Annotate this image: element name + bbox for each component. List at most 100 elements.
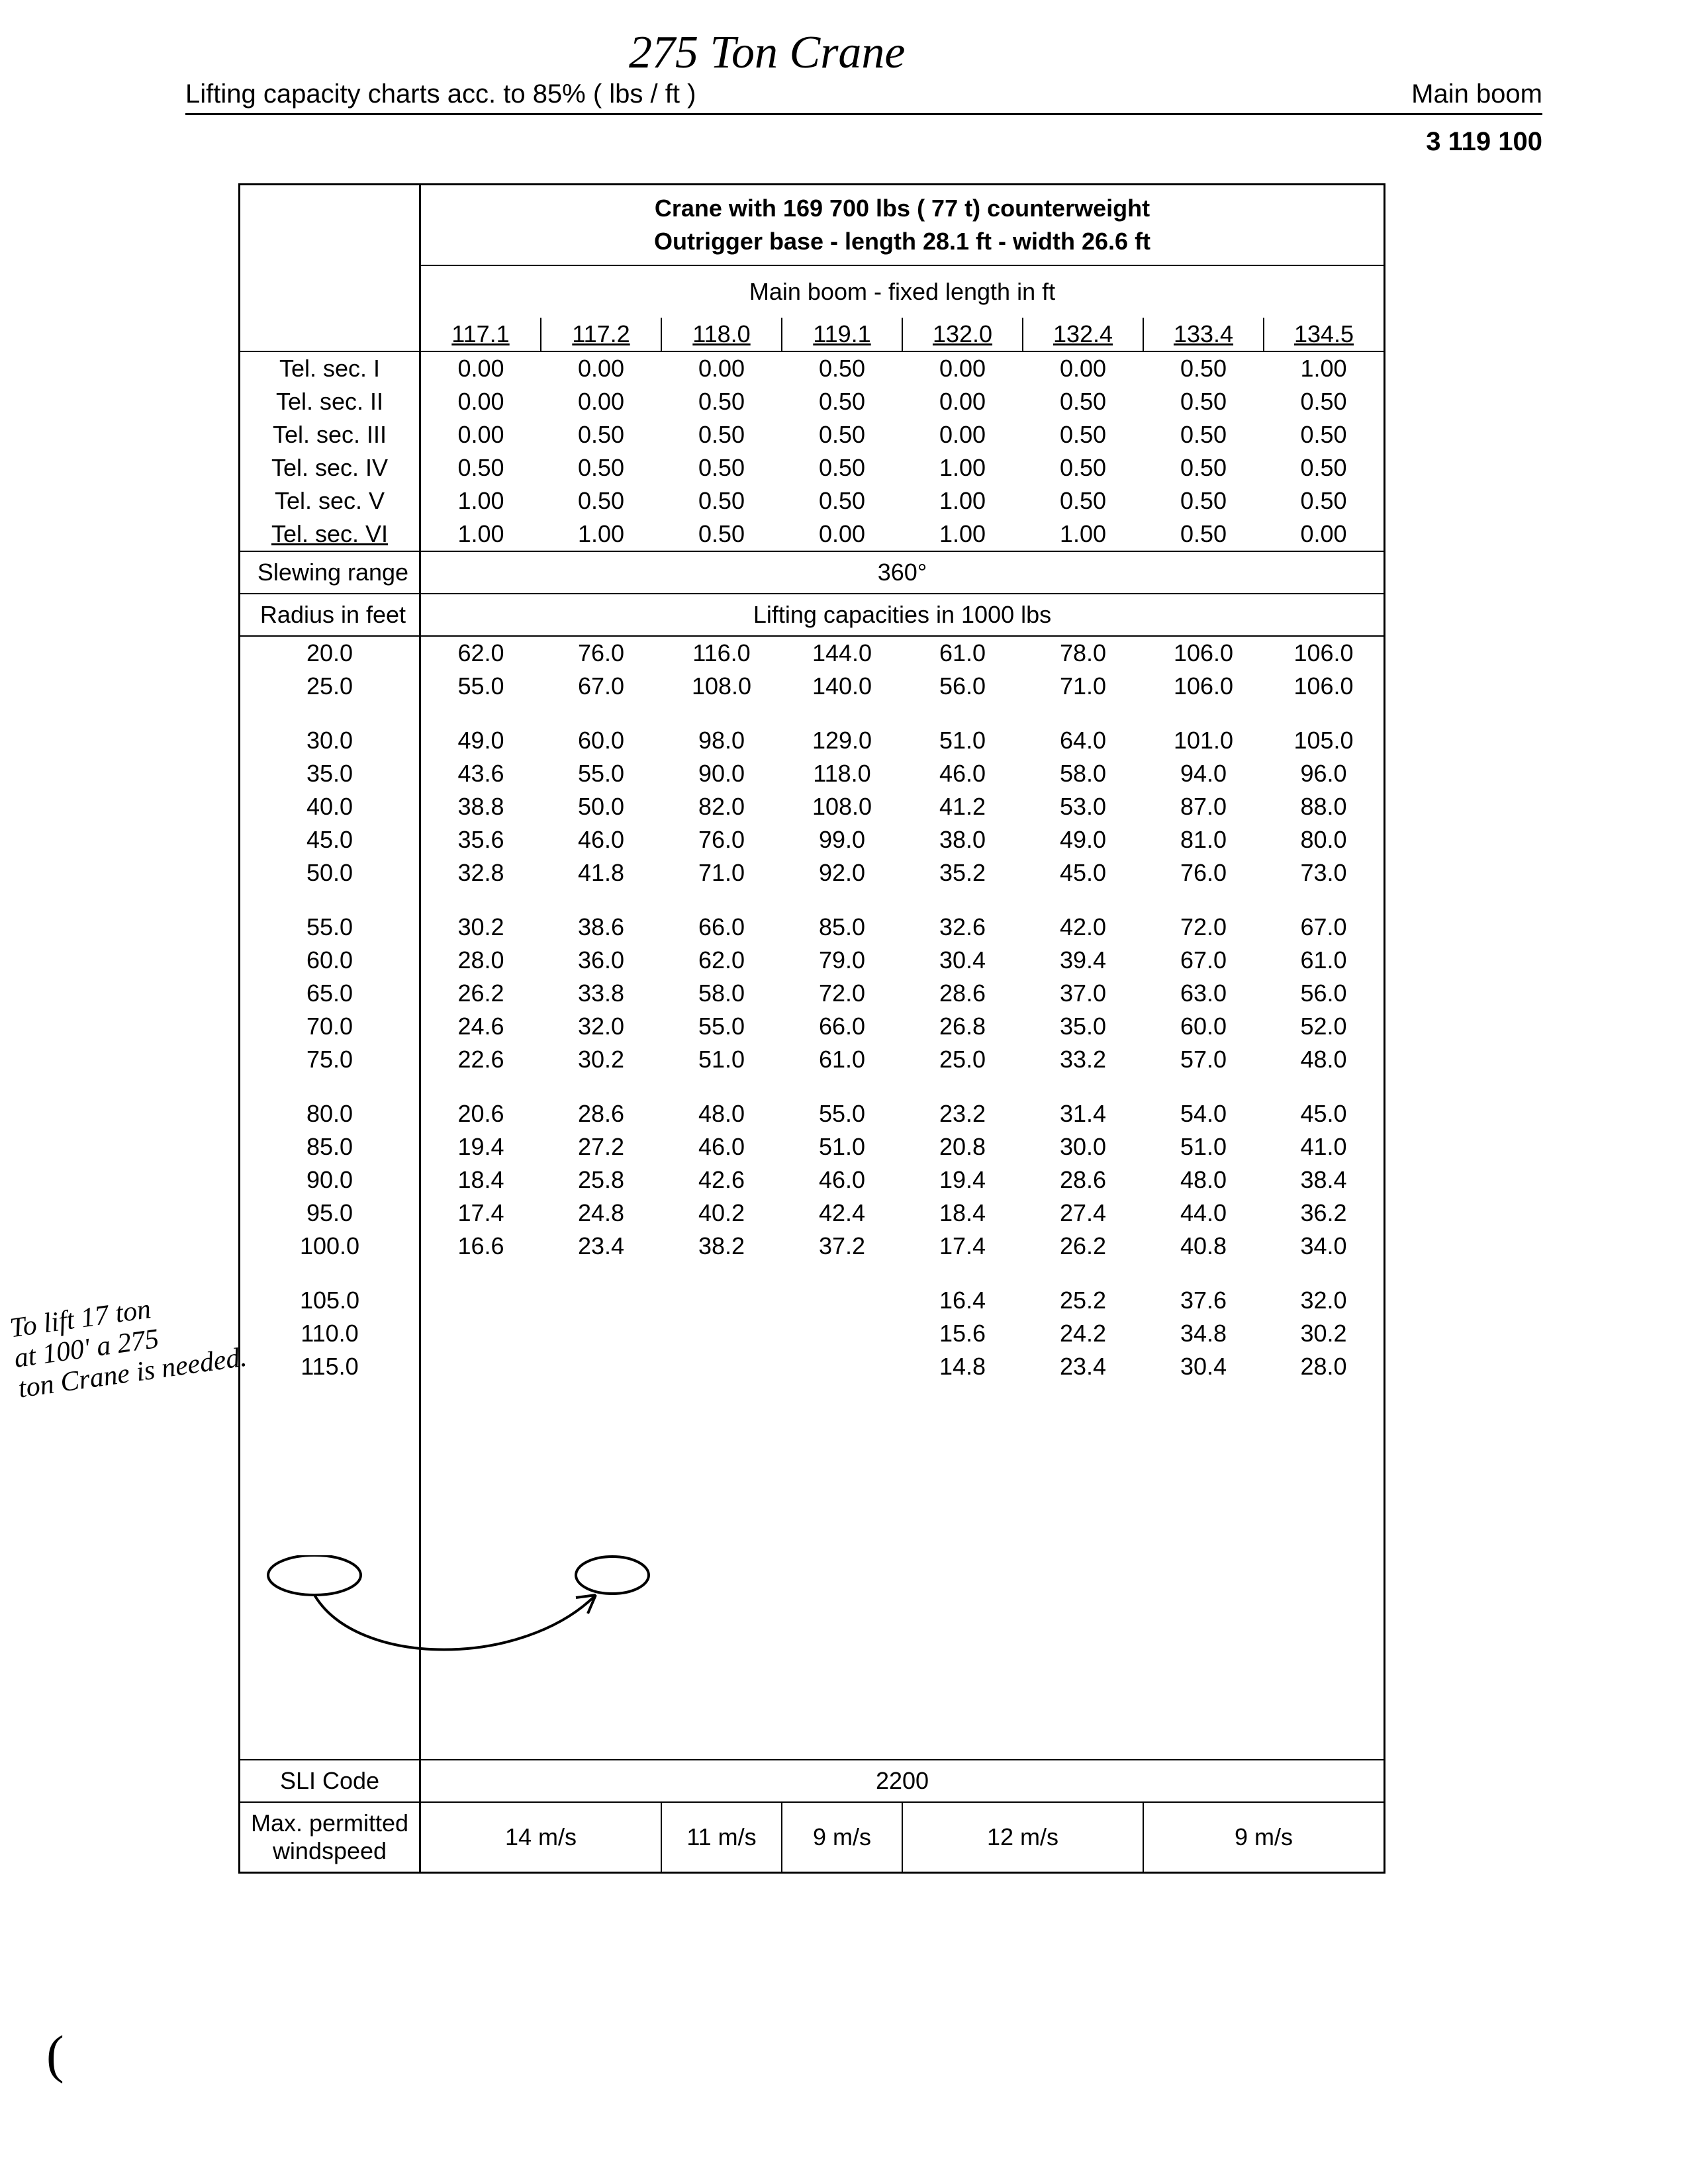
- tel-sec-value: 0.50: [1143, 484, 1264, 518]
- capacity-value: 30.4: [1143, 1350, 1264, 1383]
- boom-length-col: 118.0: [661, 318, 782, 351]
- tel-sec-value: 0.00: [541, 351, 661, 385]
- capacity-value: [782, 1284, 902, 1317]
- tel-sec-value: 0.50: [1264, 484, 1385, 518]
- wind-label: Max. permitted windspeed: [240, 1802, 420, 1873]
- tel-sec-value: 0.50: [1264, 418, 1385, 451]
- capacity-value: 42.0: [1023, 911, 1143, 944]
- tel-sec-value: 0.00: [902, 418, 1023, 451]
- tel-sec-value: 0.50: [1143, 385, 1264, 418]
- capacity-value: 82.0: [661, 790, 782, 823]
- capacity-value: 46.0: [661, 1130, 782, 1163]
- capacity-value: 71.0: [1023, 670, 1143, 703]
- capacity-value: 30.2: [541, 1043, 661, 1076]
- tel-sec-label: Tel. sec. V: [240, 484, 420, 518]
- tel-sec-value: 0.00: [420, 418, 541, 451]
- capacity-value: 28.6: [541, 1097, 661, 1130]
- page-content: Lifting capacity charts acc. to 85% ( lb…: [185, 79, 1542, 1874]
- capacity-value: 87.0: [1143, 790, 1264, 823]
- radius-value: 25.0: [240, 670, 420, 703]
- tel-sec-value: 0.50: [661, 385, 782, 418]
- tel-sec-value: 0.50: [1023, 385, 1143, 418]
- boom-length-col: 117.2: [541, 318, 661, 351]
- radius-value: 100.0: [240, 1230, 420, 1263]
- capacity-value: 55.0: [782, 1097, 902, 1130]
- tel-sec-value: 0.50: [1143, 451, 1264, 484]
- tel-sec-value: 0.50: [782, 385, 902, 418]
- capacity-value: 30.2: [420, 911, 541, 944]
- radius-value: 70.0: [240, 1010, 420, 1043]
- capacity-value: 45.0: [1023, 856, 1143, 889]
- capacity-value: 43.6: [420, 757, 541, 790]
- capacity-value: 67.0: [1143, 944, 1264, 977]
- capacity-value: 76.0: [1143, 856, 1264, 889]
- capacity-value: 16.6: [420, 1230, 541, 1263]
- capacity-value: [782, 1350, 902, 1383]
- radius-value: 110.0: [240, 1317, 420, 1350]
- capacity-value: 24.2: [1023, 1317, 1143, 1350]
- capacity-value: 36.2: [1264, 1197, 1385, 1230]
- tel-sec-value: 0.50: [661, 484, 782, 518]
- crane-config-line2: Outrigger base - length 28.1 ft - width …: [420, 225, 1385, 265]
- tel-sec-value: 0.50: [1143, 418, 1264, 451]
- tel-sec-value: 1.00: [420, 484, 541, 518]
- tel-sec-value: 1.00: [902, 451, 1023, 484]
- wind-value: 9 m/s: [782, 1802, 902, 1873]
- capacity-value: 34.8: [1143, 1317, 1264, 1350]
- capacity-value: 14.8: [902, 1350, 1023, 1383]
- capacity-value: 106.0: [1264, 670, 1385, 703]
- tel-sec-value: 0.50: [1023, 484, 1143, 518]
- capacity-value: 28.6: [902, 977, 1023, 1010]
- radius-value: 55.0: [240, 911, 420, 944]
- capacity-value: 40.2: [661, 1197, 782, 1230]
- capacity-value: 40.8: [1143, 1230, 1264, 1263]
- capacity-value: 17.4: [420, 1197, 541, 1230]
- capacity-value: 62.0: [661, 944, 782, 977]
- tel-sec-label: Tel. sec. III: [240, 418, 420, 451]
- radius-value: 105.0: [240, 1284, 420, 1317]
- capacity-value: [541, 1350, 661, 1383]
- capacity-value: 108.0: [782, 790, 902, 823]
- capacity-table: Crane with 169 700 lbs ( 77 t) counterwe…: [238, 183, 1385, 1874]
- wind-value: 14 m/s: [420, 1802, 662, 1873]
- capacity-value: 23.4: [541, 1230, 661, 1263]
- capacity-value: 30.0: [1023, 1130, 1143, 1163]
- handwritten-title: 275 Ton Crane: [629, 26, 906, 79]
- crane-config-line1: Crane with 169 700 lbs ( 77 t) counterwe…: [420, 185, 1385, 226]
- capacity-value: 30.2: [1264, 1317, 1385, 1350]
- radius-value: 60.0: [240, 944, 420, 977]
- capacity-value: 27.2: [541, 1130, 661, 1163]
- capacity-value: 38.0: [902, 823, 1023, 856]
- capacity-value: [420, 1284, 541, 1317]
- capacity-value: 32.0: [541, 1010, 661, 1043]
- radius-value: 20.0: [240, 636, 420, 670]
- boom-length-col: 134.5: [1264, 318, 1385, 351]
- capacity-value: [782, 1317, 902, 1350]
- tel-sec-value: 0.50: [1264, 385, 1385, 418]
- capacity-value: 61.0: [782, 1043, 902, 1076]
- tel-sec-value: 1.00: [420, 518, 541, 551]
- tel-sec-value: 1.00: [1023, 518, 1143, 551]
- capacity-value: 78.0: [1023, 636, 1143, 670]
- sli-value: 2200: [420, 1760, 1385, 1802]
- radius-value: 50.0: [240, 856, 420, 889]
- capacity-value: 92.0: [782, 856, 902, 889]
- capacity-value: 38.8: [420, 790, 541, 823]
- tel-sec-value: 0.50: [782, 351, 902, 385]
- capacity-value: 23.4: [1023, 1350, 1143, 1383]
- capacity-value: 105.0: [1264, 724, 1385, 757]
- boom-length-col: 132.4: [1023, 318, 1143, 351]
- tel-sec-value: 0.50: [782, 418, 902, 451]
- doc-code: 3 119 100: [185, 127, 1542, 157]
- tel-sec-value: 1.00: [902, 484, 1023, 518]
- capacity-value: 37.0: [1023, 977, 1143, 1010]
- capacity-value: 49.0: [420, 724, 541, 757]
- capacity-value: 76.0: [541, 636, 661, 670]
- capacity-value: 31.4: [1023, 1097, 1143, 1130]
- capacity-value: 37.6: [1143, 1284, 1264, 1317]
- tel-sec-value: 0.50: [782, 484, 902, 518]
- capacity-value: 20.6: [420, 1097, 541, 1130]
- slewing-label: Slewing range: [240, 551, 420, 594]
- capacity-value: 42.4: [782, 1197, 902, 1230]
- capacity-value: 53.0: [1023, 790, 1143, 823]
